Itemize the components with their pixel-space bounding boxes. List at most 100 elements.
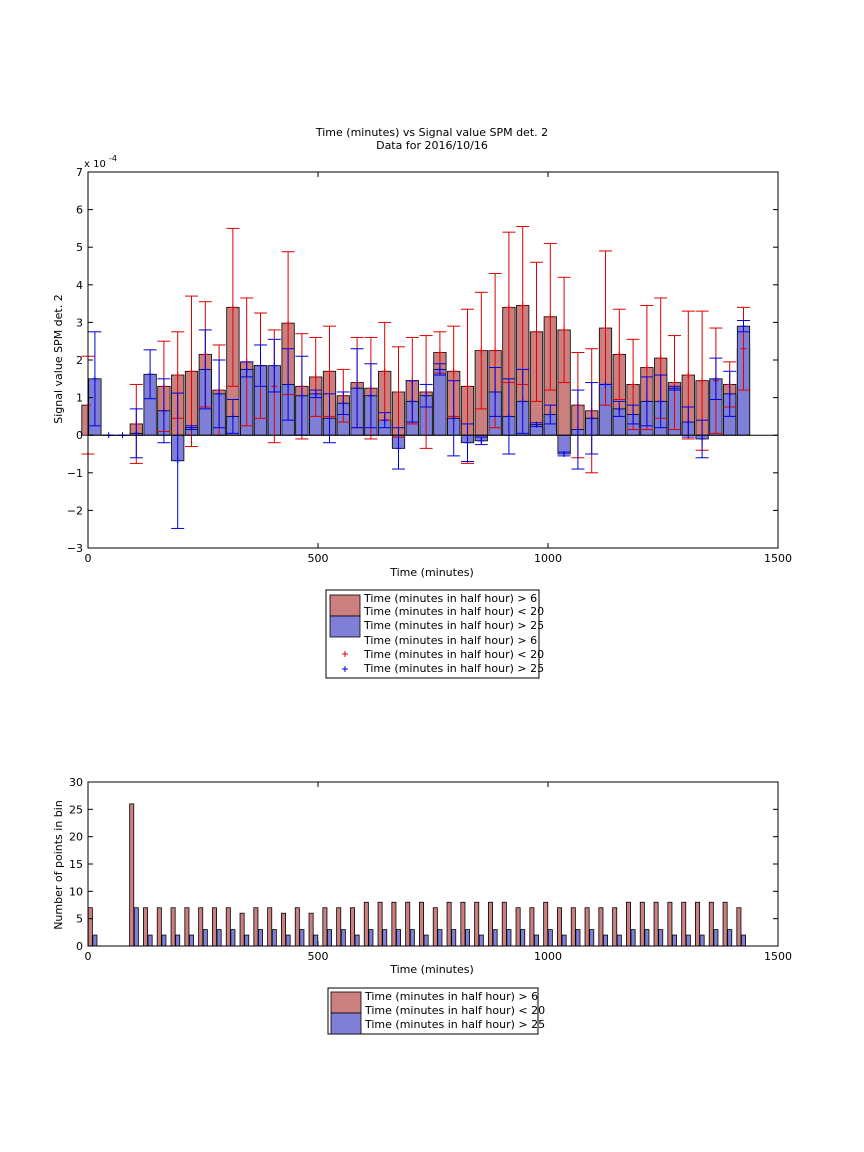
x-tick-label: 1000 (534, 552, 562, 565)
count-bar-red (143, 907, 148, 947)
count-bar-red (681, 901, 687, 947)
y-tick-label: −3 (67, 542, 83, 555)
legend-marker-blue-plus (342, 666, 348, 672)
count-bar-red (667, 901, 673, 947)
legend-swatch-red (329, 594, 361, 617)
count-bar-blue (147, 934, 153, 947)
count-bar-blue (313, 934, 319, 947)
count-bar-red (156, 907, 162, 947)
count-bar-red (225, 907, 231, 947)
chart-subtitle: Data for 2016/10/16 (376, 139, 488, 152)
y-exponent-label: x 10 (84, 159, 106, 170)
count-bar-blue (658, 929, 664, 947)
y-tick-label: 1 (76, 392, 83, 405)
count-bar-blue (271, 929, 277, 947)
count-bar-blue (202, 929, 208, 947)
count-x-axis-label: Time (minutes) (389, 963, 474, 976)
count-bar-red (212, 907, 217, 947)
count-bar-red (281, 912, 286, 947)
count-bar-blue (285, 934, 291, 947)
count-bar-blue (465, 929, 470, 947)
y-tick-label: 25 (69, 803, 83, 816)
x-tick-label: 1000 (534, 950, 562, 963)
x-tick-label: 1500 (764, 552, 792, 565)
count-bar-blue (175, 934, 181, 947)
count-bar-red (570, 907, 576, 947)
count-bar-red (446, 901, 452, 947)
y-tick-label: 5 (76, 913, 83, 926)
y-tick-label: 3 (76, 316, 83, 329)
count-bar-blue (244, 934, 250, 947)
count-bar-red (322, 907, 328, 947)
count-bar-red (267, 907, 273, 947)
count-bar-red (515, 907, 521, 947)
count-legend-box (327, 987, 539, 1035)
legend-entry: Time (minutes in half hour) < 20 (363, 605, 544, 618)
y-tick-label: 30 (69, 776, 83, 789)
y-tick-label: 5 (76, 241, 83, 254)
count-bars (87, 803, 746, 947)
count-bar-red (308, 912, 314, 947)
count-bar-red (87, 907, 93, 947)
count-bar-blue (672, 934, 677, 947)
x-tick-label: 0 (85, 950, 92, 963)
count-bar-blue (92, 934, 98, 947)
count-bar-blue (382, 929, 388, 947)
y-tick-label: 0 (76, 940, 83, 953)
count-bar-red (598, 907, 604, 947)
count-bar-blue (616, 934, 622, 947)
count-bar-blue (230, 929, 236, 947)
legend-entry: Time (minutes in half hour) < 20 (363, 648, 544, 661)
y-tick-label: 6 (76, 204, 83, 217)
count-legend: Time (minutes in half hour) > 6 Time (mi… (327, 987, 545, 1035)
count-bar-blue (589, 929, 595, 947)
legend-swatch-blue (330, 1012, 362, 1035)
y-tick-label: 20 (69, 831, 83, 844)
legend-entry: Time (minutes in half hour) > 6 (364, 990, 538, 1003)
y-tick-label: 15 (69, 858, 83, 871)
count-bar-blue (478, 934, 484, 947)
count-bar-red (405, 901, 411, 947)
legend-entry: Time (minutes in half hour) > 6 (363, 634, 537, 647)
count-bar-blue (685, 934, 691, 947)
count-bar-blue (534, 934, 539, 947)
count-bar-blue (161, 934, 167, 947)
count-bar-red (377, 901, 383, 947)
x-tick-label: 1500 (764, 950, 792, 963)
count-bar-red (722, 901, 728, 947)
count-bar-blue (368, 929, 374, 947)
count-bar-red (239, 912, 245, 947)
count-bar-red (653, 901, 659, 947)
count-bar-blue (423, 934, 429, 947)
signal-bars (81, 305, 751, 462)
y-tick-label: 10 (69, 885, 83, 898)
count-bar-blue (506, 929, 512, 947)
count-bar-blue (492, 929, 498, 947)
legend-entry: Time (minutes in half hour) > 25 (364, 1018, 545, 1031)
count-bar-red (736, 907, 742, 947)
count-axis-ticks: 0 500 1000 1500 0 5 10 15 20 25 30 (69, 776, 792, 963)
count-bar-blue (327, 929, 332, 947)
count-bar-blue (603, 934, 608, 947)
count-bar-red (474, 901, 480, 947)
count-bar-red (350, 907, 355, 947)
count-bar-blue (575, 929, 581, 947)
y-tick-label: 0 (76, 429, 83, 442)
legend-entry: Time (minutes in half hour) > 25 (363, 662, 544, 675)
count-bar-red (543, 901, 549, 947)
count-bar-blue (396, 929, 401, 947)
count-bar-blue (547, 929, 553, 947)
count-bar-red (336, 907, 342, 947)
y-tick-label: −2 (67, 504, 83, 517)
count-bar-blue (699, 934, 705, 947)
count-bar-red (391, 901, 397, 947)
legend-marker-red-plus (342, 651, 348, 657)
signal-axis-ticks: 0 500 1000 1500 −3 −2 −1 0 1 2 3 4 5 6 7 (67, 166, 792, 565)
signal-y-axis-label: Signal value SPM det. 2 (52, 294, 65, 424)
count-bar-red (129, 803, 135, 947)
count-bar-blue (354, 934, 360, 947)
count-bar-red (253, 907, 259, 947)
count-bar-blue (133, 907, 139, 947)
